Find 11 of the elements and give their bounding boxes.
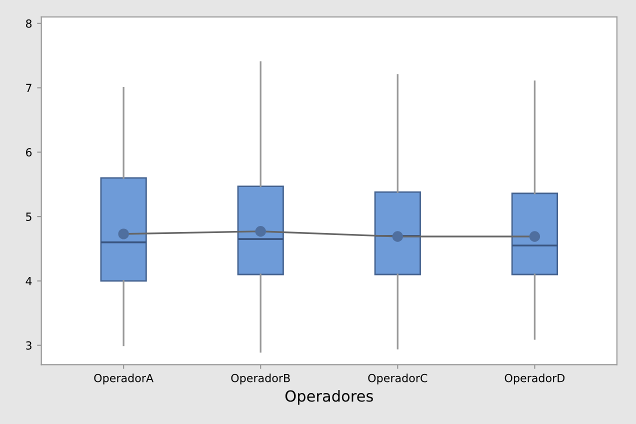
y-tick-label: 4 — [26, 277, 32, 286]
x-tick-label: OperadorB — [231, 374, 290, 384]
x-axis-title: Operadores — [285, 390, 373, 405]
y-tick-label: 7 — [26, 84, 32, 92]
y-tick-label: 8 — [26, 19, 32, 28]
x-tick-label: OperadorD — [504, 374, 565, 384]
x-tick-label: OperadorC — [368, 374, 428, 384]
y-tick-label: 5 — [26, 212, 32, 221]
y-tick-label: 3 — [26, 341, 32, 350]
y-tick-label: 6 — [26, 148, 32, 157]
x-tick-label: OperadorA — [94, 374, 154, 384]
